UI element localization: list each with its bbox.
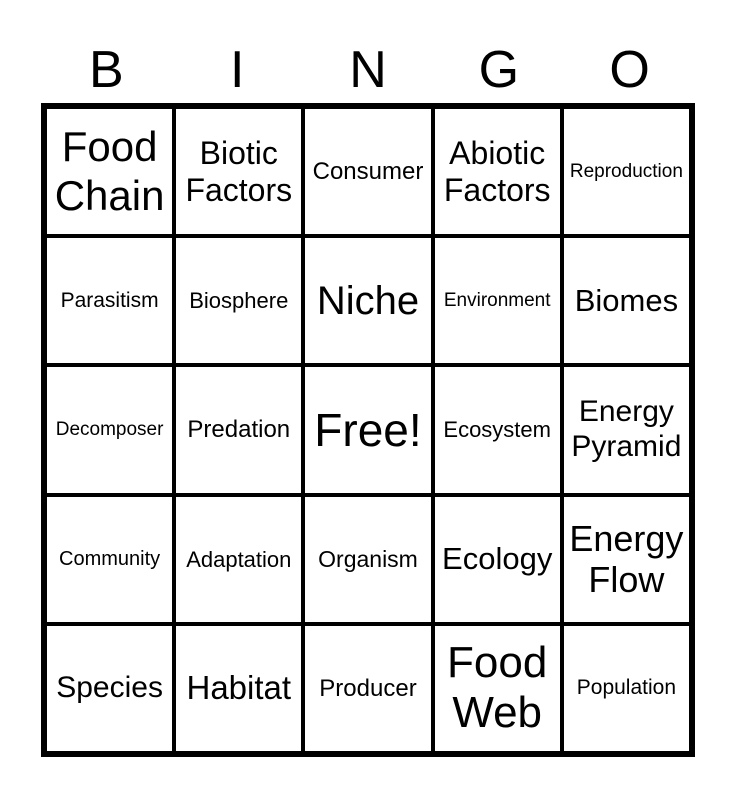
bingo-letter-i: I: [229, 41, 245, 99]
bingo-title: B I N G O: [41, 0, 695, 103]
bingo-cell-parasitism[interactable]: Parasitism: [47, 238, 173, 364]
bingo-cell-energy-pyramid[interactable]: Energy Pyramid: [563, 367, 689, 493]
bingo-cell-food-web[interactable]: Food Web: [434, 625, 560, 751]
bingo-cell-habitat[interactable]: Habitat: [176, 625, 302, 751]
bingo-cell-organism[interactable]: Organism: [305, 496, 431, 622]
bingo-letter-o: O: [609, 41, 650, 99]
bingo-cell-ecology[interactable]: Ecology: [434, 496, 560, 622]
bingo-cell-species[interactable]: Species: [47, 625, 173, 751]
bingo-letter-g: G: [478, 41, 520, 99]
bingo-cell-ecosystem[interactable]: Ecosystem: [434, 367, 560, 493]
bingo-cell-biomes[interactable]: Biomes: [563, 238, 689, 364]
bingo-board: Food Chain Biotic Factors Consumer Abiotic …: [41, 103, 695, 757]
bingo-card: B I N G O Food Chain Biotic Factors Consum…: [41, 0, 695, 757]
bingo-cell-biotic-factors[interactable]: Biotic Factors: [176, 109, 302, 235]
bingo-cell-adaptation[interactable]: Adaptation: [176, 496, 302, 622]
bingo-letter-n: N: [349, 41, 387, 99]
bingo-cell-abiotic-factors[interactable]: Abiotic Factors: [434, 109, 560, 235]
bingo-cell-community[interactable]: Community: [47, 496, 173, 622]
bingo-cell-biosphere[interactable]: Biosphere: [176, 238, 302, 364]
bingo-cell-decomposer[interactable]: Decomposer: [47, 367, 173, 493]
bingo-cell-predation[interactable]: Predation: [176, 367, 302, 493]
bingo-cell-free-space[interactable]: Free!: [305, 367, 431, 493]
bingo-cell-reproduction[interactable]: Reproduction: [563, 109, 689, 235]
bingo-cell-niche[interactable]: Niche: [305, 238, 431, 364]
bingo-cell-energy-flow[interactable]: Energy Flow: [563, 496, 689, 622]
bingo-letter-b: B: [89, 41, 124, 99]
bingo-cell-consumer[interactable]: Consumer: [305, 109, 431, 235]
bingo-cell-producer[interactable]: Producer: [305, 625, 431, 751]
bingo-cell-population[interactable]: Population: [563, 625, 689, 751]
bingo-cell-food-chain[interactable]: Food Chain: [47, 109, 173, 235]
bingo-cell-environment[interactable]: Environment: [434, 238, 560, 364]
